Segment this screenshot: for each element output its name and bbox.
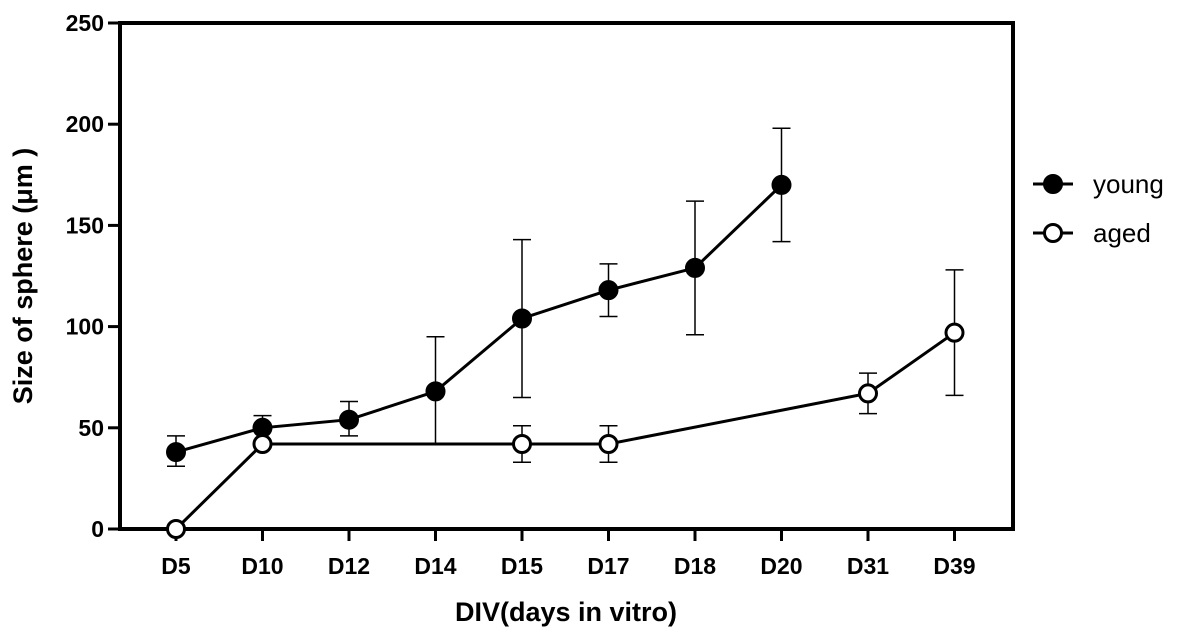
data-point-aged (252, 433, 273, 454)
x-tick-label: D18 (674, 553, 716, 579)
data-point-aged (166, 519, 186, 539)
legend: young aged (1033, 169, 1164, 248)
series-young (166, 127, 792, 468)
data-point-aged (858, 383, 878, 404)
x-tick-label: D10 (241, 553, 283, 579)
x-tick-label: D5 (161, 553, 191, 579)
plot-frame (118, 21, 1015, 531)
x-tick-label: D17 (587, 553, 629, 579)
data-point-young (339, 409, 359, 430)
x-axis-ticks: D5 D10 D12 D14 D15 D17 D18 D20 D31 D39 (161, 529, 976, 579)
legend-label-aged: aged (1093, 218, 1151, 248)
y-axis-ticks: 0 50 100 150 200 250 (66, 10, 120, 542)
x-tick-label: D14 (414, 553, 456, 579)
series-line-aged (174, 331, 956, 531)
x-tick-label: D39 (933, 553, 975, 579)
data-point-young (598, 280, 619, 301)
x-tick-label: D12 (328, 553, 370, 579)
y-tick-label: 250 (66, 10, 104, 36)
y-tick-label: 150 (66, 212, 104, 238)
y-axis-title: Size of sphere (μm ) (8, 148, 38, 405)
x-tick-label: D15 (501, 553, 543, 579)
data-point-young (771, 174, 792, 195)
series-aged (166, 269, 965, 539)
y-tick-label: 0 (91, 516, 104, 542)
series-layer (166, 127, 965, 539)
y-tick-label: 200 (66, 111, 104, 137)
legend-label-young: young (1093, 169, 1164, 199)
data-point-aged (598, 433, 619, 454)
data-point-young (685, 257, 705, 278)
data-point-young (166, 442, 186, 463)
x-axis-title: DIV(days in vitro) (455, 597, 677, 627)
data-point-young (425, 381, 446, 402)
series-line-young (175, 183, 783, 454)
data-point-young (252, 417, 273, 438)
legend-marker-aged (1043, 223, 1063, 243)
data-point-aged (944, 322, 965, 343)
legend-marker-young (1043, 174, 1063, 194)
data-point-aged (512, 433, 532, 454)
x-tick-label: D31 (847, 553, 889, 579)
y-tick-label: 100 (66, 314, 104, 340)
y-tick-label: 50 (78, 415, 104, 441)
x-tick-label: D20 (760, 553, 802, 579)
data-point-young (512, 308, 532, 329)
